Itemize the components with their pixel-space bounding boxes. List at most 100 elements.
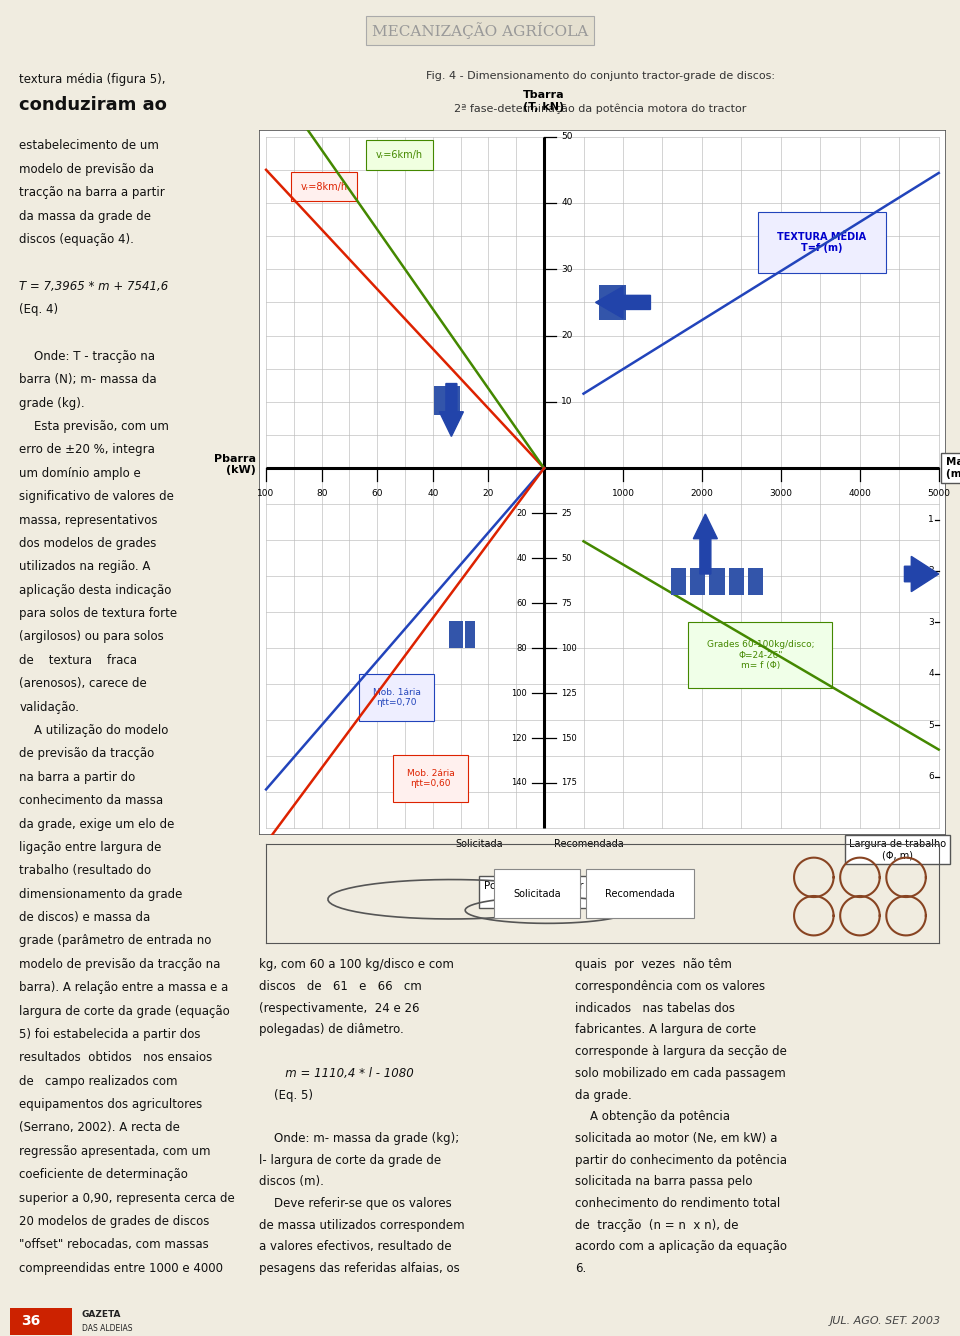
Text: largura de corte da grade (equação: largura de corte da grade (equação (19, 1005, 230, 1018)
Text: um domínio amplo e: um domínio amplo e (19, 466, 141, 480)
Text: 60: 60 (516, 599, 527, 608)
Text: Fig. 4 - Dimensionamento do conjunto tractor-grade de discos:: Fig. 4 - Dimensionamento do conjunto tra… (425, 71, 775, 81)
Text: 4000: 4000 (849, 489, 872, 498)
Text: polegadas) de diâmetro.: polegadas) de diâmetro. (259, 1023, 404, 1037)
Text: A utilização do modelo: A utilização do modelo (19, 724, 169, 737)
Text: na barra a partir do: na barra a partir do (19, 771, 135, 784)
Bar (465, 621, 475, 648)
Text: 6.: 6. (575, 1263, 587, 1275)
Text: conhecimento do rendimento total: conhecimento do rendimento total (575, 1197, 780, 1210)
Text: de previsão da tracção: de previsão da tracção (19, 747, 155, 760)
Text: 25: 25 (562, 509, 572, 517)
Text: DAS ALDEIAS: DAS ALDEIAS (82, 1324, 132, 1333)
Text: 100: 100 (257, 489, 275, 498)
Text: corresponde à largura da secção de: corresponde à largura da secção de (575, 1045, 787, 1058)
Text: m = 1110,4 * l - 1080: m = 1110,4 * l - 1080 (259, 1067, 414, 1079)
Text: 5: 5 (928, 720, 934, 729)
Text: 6: 6 (928, 772, 934, 782)
Bar (690, 568, 706, 595)
Text: grade (kg).: grade (kg). (19, 397, 84, 410)
Text: MECANIZAÇÃO AGRÍCOLA: MECANIZAÇÃO AGRÍCOLA (372, 23, 588, 39)
FancyArrow shape (904, 556, 939, 592)
Text: 50: 50 (562, 553, 572, 562)
Text: (Eq. 4): (Eq. 4) (19, 303, 59, 317)
Text: TEXTURA MÉDIA
T=f (m): TEXTURA MÉDIA T=f (m) (778, 231, 867, 254)
Text: Esta previsão, com um: Esta previsão, com um (19, 420, 169, 433)
Text: aplicação desta indicação: aplicação desta indicação (19, 584, 172, 597)
Text: 2000: 2000 (690, 489, 713, 498)
Text: discos (m).: discos (m). (259, 1176, 324, 1188)
Text: indicados   nas tabelas dos: indicados nas tabelas dos (575, 1002, 735, 1015)
Text: "offset" rebocadas, com massas: "offset" rebocadas, com massas (19, 1238, 209, 1252)
Text: quais  por  vezes  não têm: quais por vezes não têm (575, 958, 732, 971)
Text: 3: 3 (928, 617, 934, 627)
Text: modelo de previsão da: modelo de previsão da (19, 163, 155, 176)
Text: tracção na barra a partir: tracção na barra a partir (19, 186, 165, 199)
Text: textura média (figura 5),: textura média (figura 5), (19, 72, 166, 86)
Text: 30: 30 (562, 265, 573, 274)
Text: (Eq. 5): (Eq. 5) (259, 1089, 313, 1102)
Text: estabelecimento de um: estabelecimento de um (19, 139, 159, 152)
Text: 50: 50 (562, 132, 573, 142)
Text: acordo com a aplicação da equação: acordo com a aplicação da equação (575, 1240, 787, 1253)
Text: 100: 100 (562, 644, 577, 652)
Text: utilizados na região. A: utilizados na região. A (19, 560, 151, 573)
Text: da grade, exige um elo de: da grade, exige um elo de (19, 818, 175, 831)
Text: coeficiente de determinação: coeficiente de determinação (19, 1168, 188, 1181)
Text: discos (equação 4).: discos (equação 4). (19, 232, 134, 246)
Text: 36: 36 (21, 1313, 40, 1328)
Text: dimensionamento da grade: dimensionamento da grade (19, 887, 182, 900)
Text: 100: 100 (511, 688, 527, 697)
Text: conduziram ao: conduziram ao (19, 96, 167, 114)
Text: 10: 10 (562, 397, 573, 406)
Text: solicitada ao motor (Ne, em kW) a: solicitada ao motor (Ne, em kW) a (575, 1132, 778, 1145)
Text: solicitada na barra passa pelo: solicitada na barra passa pelo (575, 1176, 753, 1188)
Text: validação.: validação. (19, 700, 79, 713)
Text: 20 modelos de grades de discos: 20 modelos de grades de discos (19, 1214, 209, 1228)
Text: pesagens das referidas alfaias, os: pesagens das referidas alfaias, os (259, 1263, 460, 1275)
Text: Onde: T - tracção na: Onde: T - tracção na (19, 350, 156, 363)
Text: trabalho (resultado do: trabalho (resultado do (19, 864, 152, 878)
Text: 125: 125 (562, 688, 577, 697)
Text: Solicitada: Solicitada (514, 888, 561, 899)
Text: 5) foi estabelecida a partir dos: 5) foi estabelecida a partir dos (19, 1027, 201, 1041)
Text: vᵣ=6km/h: vᵣ=6km/h (376, 150, 423, 160)
Bar (450, 386, 460, 415)
Text: Solicitada: Solicitada (455, 839, 503, 848)
Text: T = 7,3965 * m + 7541,6: T = 7,3965 * m + 7541,6 (19, 279, 168, 293)
Text: 2: 2 (928, 566, 934, 576)
Text: conhecimento da massa: conhecimento da massa (19, 794, 163, 807)
Text: Massa
(m, kg): Massa (m, kg) (946, 457, 960, 480)
Text: fabricantes. A largura de corte: fabricantes. A largura de corte (575, 1023, 756, 1037)
Text: solo mobilizado em cada passagem: solo mobilizado em cada passagem (575, 1067, 785, 1079)
Text: Tbarra
(T, kN): Tbarra (T, kN) (523, 91, 564, 112)
Text: Recomendada: Recomendada (605, 888, 675, 899)
Text: modelo de previsão da tracção na: modelo de previsão da tracção na (19, 958, 221, 971)
Text: 4: 4 (928, 669, 934, 679)
Text: 2ª fase-determinação da potência motora do tractor: 2ª fase-determinação da potência motora … (454, 103, 746, 114)
Text: 20: 20 (516, 509, 527, 517)
FancyArrow shape (440, 383, 464, 437)
Text: compreendidas entre 1000 e 4000: compreendidas entre 1000 e 4000 (19, 1261, 223, 1275)
Text: para solos de textura forte: para solos de textura forte (19, 607, 178, 620)
Text: Recomendada: Recomendada (554, 839, 624, 848)
Text: 80: 80 (516, 644, 527, 652)
Text: partir do conhecimento da potência: partir do conhecimento da potência (575, 1154, 787, 1166)
Text: (arenosos), carece de: (arenosos), carece de (19, 677, 147, 691)
Bar (709, 568, 725, 595)
Text: barra). A relação entre a massa e a: barra). A relação entre a massa e a (19, 981, 228, 994)
Text: massa, representativos: massa, representativos (19, 513, 157, 526)
Text: 40: 40 (562, 199, 572, 207)
Text: de   campo realizados com: de campo realizados com (19, 1074, 178, 1088)
Text: l- largura de corte da grade de: l- largura de corte da grade de (259, 1154, 442, 1166)
FancyArrow shape (595, 286, 651, 318)
Text: JUL. AGO. SET. 2003: JUL. AGO. SET. 2003 (829, 1316, 941, 1327)
Text: a valores efectivos, resultado de: a valores efectivos, resultado de (259, 1240, 452, 1253)
Text: 3000: 3000 (769, 489, 792, 498)
Text: grade (parâmetro de entrada no: grade (parâmetro de entrada no (19, 934, 211, 947)
Text: 1: 1 (928, 516, 934, 524)
Text: 120: 120 (511, 733, 527, 743)
FancyArrow shape (693, 514, 717, 574)
Bar (10, 1308, 72, 1335)
Text: correspondência com os valores: correspondência com os valores (575, 981, 765, 993)
